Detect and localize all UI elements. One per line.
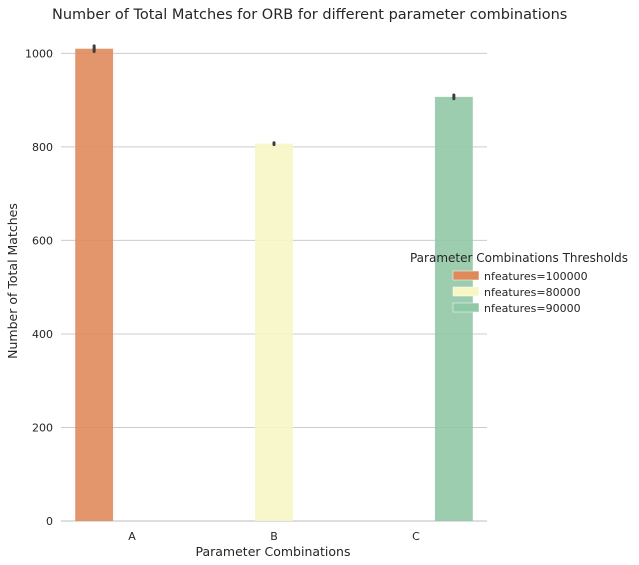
error-bars bbox=[92, 44, 456, 147]
x-tick-label: B bbox=[270, 530, 278, 543]
y-tick-labels: 0 200 400 600 800 1000 bbox=[25, 47, 53, 528]
legend-label: nfeatures=100000 bbox=[484, 270, 588, 283]
y-tick-label: 800 bbox=[32, 141, 53, 154]
y-tick-label: 200 bbox=[32, 421, 53, 434]
bar bbox=[75, 48, 114, 521]
x-tick-label: C bbox=[412, 530, 420, 543]
x-axis-label: Parameter Combinations bbox=[195, 544, 350, 559]
legend-label: nfeatures=90000 bbox=[484, 302, 581, 315]
bar bbox=[255, 143, 293, 522]
y-axis-label: Number of Total Matches bbox=[5, 203, 20, 359]
y-tick-label: 400 bbox=[32, 328, 53, 341]
legend: Parameter Combinations Thresholds nfeatu… bbox=[410, 251, 628, 315]
y-tick-label: 0 bbox=[46, 515, 53, 528]
x-tick-label: A bbox=[128, 530, 136, 543]
x-tick-labels: A B C bbox=[128, 530, 420, 543]
bars bbox=[75, 48, 473, 522]
legend-label: nfeatures=80000 bbox=[484, 286, 581, 299]
legend-swatch bbox=[452, 302, 480, 313]
chart-title: Number of Total Matches for ORB for diff… bbox=[52, 7, 567, 23]
legend-swatch bbox=[452, 270, 480, 281]
y-tick-label: 1000 bbox=[25, 47, 53, 60]
legend-swatch bbox=[452, 286, 480, 297]
y-tick-label: 600 bbox=[32, 234, 53, 247]
legend-title: Parameter Combinations Thresholds bbox=[410, 251, 628, 265]
